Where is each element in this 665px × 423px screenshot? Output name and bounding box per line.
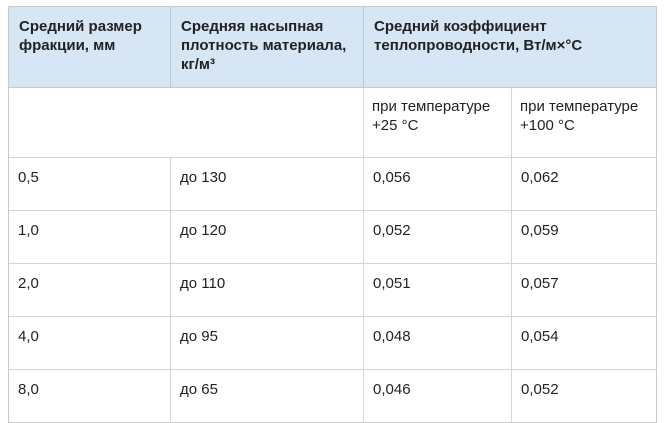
table-row: 0,5 до 130 0,056 0,062 bbox=[8, 157, 657, 211]
cell-bulk-density: до 65 bbox=[170, 369, 364, 423]
cell-conductivity-100: 0,054 bbox=[511, 316, 657, 370]
page: Средний размер фракции, мм Средняя насып… bbox=[8, 6, 658, 423]
table-header: Средний размер фракции, мм Средняя насып… bbox=[8, 6, 657, 158]
thermal-conductivity-table: Средний размер фракции, мм Средняя насып… bbox=[8, 6, 658, 423]
cell-fraction-size: 2,0 bbox=[8, 263, 171, 317]
table-row: 8,0 до 65 0,046 0,052 bbox=[8, 369, 657, 423]
cell-conductivity-25: 0,046 bbox=[363, 369, 512, 423]
table-row: 2,0 до 110 0,051 0,057 bbox=[8, 263, 657, 317]
cell-conductivity-25: 0,056 bbox=[363, 157, 512, 211]
cell-conductivity-100: 0,062 bbox=[511, 157, 657, 211]
cell-bulk-density: до 130 bbox=[170, 157, 364, 211]
subheader-row: при температуре +25 °С при температуре +… bbox=[8, 87, 657, 158]
subheader-temp-25: при температуре +25 °С bbox=[363, 87, 512, 158]
cell-bulk-density: до 120 bbox=[170, 210, 364, 264]
header-row: Средний размер фракции, мм Средняя насып… bbox=[8, 6, 657, 88]
cell-bulk-density: до 110 bbox=[170, 263, 364, 317]
cell-fraction-size: 4,0 bbox=[8, 316, 171, 370]
cell-conductivity-100: 0,052 bbox=[521, 381, 559, 398]
subheader-temp-100: при температуре +100 °С bbox=[511, 87, 657, 158]
table-row: 4,0 до 95 0,048 0,054 bbox=[8, 316, 657, 370]
subheader-blank-cell bbox=[8, 87, 364, 158]
cell-fraction-size: 0,5 bbox=[8, 157, 171, 211]
header-bulk-density: Средняя насыпная плотность материала, кг… bbox=[170, 6, 364, 88]
header-fraction-size: Средний размер фракции, мм bbox=[8, 6, 171, 88]
cell-conductivity-100: 0,059 bbox=[511, 210, 657, 264]
table-body: 0,5 до 130 0,056 0,062 1,0 до 120 0,052 … bbox=[8, 157, 657, 423]
cell-conductivity-25: 0,048 bbox=[363, 316, 512, 370]
header-thermal-conductivity: Средний коэффициент теплопроводности, Вт… bbox=[363, 6, 657, 88]
cell-conductivity-25: 0,052 bbox=[363, 210, 512, 264]
cell-bulk-density: до 95 bbox=[170, 316, 364, 370]
cell-fraction-size: 1,0 bbox=[8, 210, 171, 264]
cell-conductivity-25: 0,051 bbox=[363, 263, 512, 317]
table-row: 1,0 до 120 0,052 0,059 bbox=[8, 210, 657, 264]
cell-conductivity-100: 0,057 bbox=[511, 263, 657, 317]
cell-fraction-size: 8,0 bbox=[8, 369, 171, 423]
